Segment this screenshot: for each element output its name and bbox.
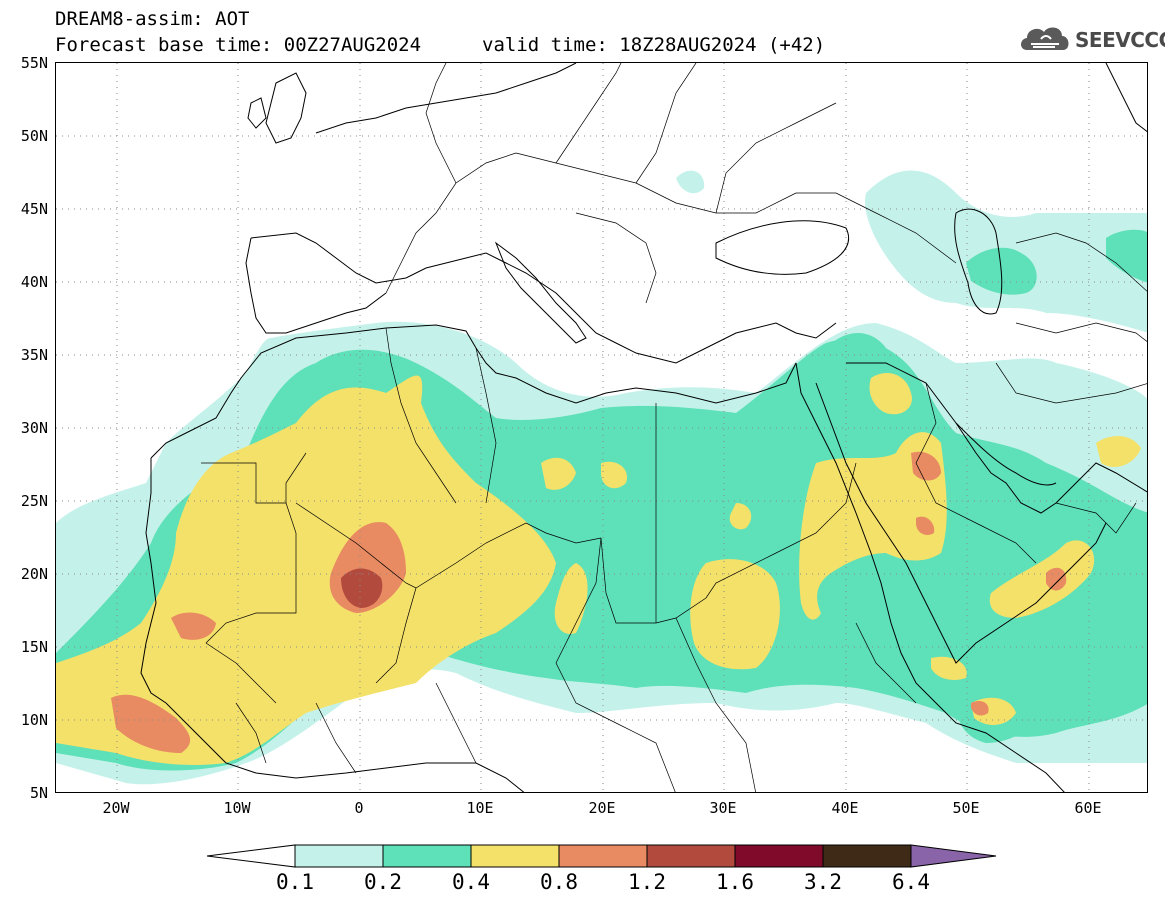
colorbar-label: 0.4 [452, 870, 490, 894]
lon-label: 60E [1074, 799, 1102, 817]
lat-label: 30N [20, 419, 48, 437]
cloud-icon [1021, 27, 1069, 50]
colorbar-label: 0.8 [540, 870, 578, 894]
lat-label: 35N [20, 346, 48, 364]
colorbar-bin [558, 844, 648, 868]
lat-label: 40N [20, 273, 48, 291]
colorbar-bin [734, 844, 824, 868]
aot-map [56, 63, 1147, 792]
logo-text: SEEVCCC [1075, 28, 1165, 52]
lon-label: 50E [952, 799, 980, 817]
colorbar-bin [382, 844, 472, 868]
lon-label: 20W [102, 799, 130, 817]
lon-label: 30E [709, 799, 737, 817]
lat-label: 55N [20, 54, 48, 72]
map-title: DREAM8-assim: AOT [55, 8, 250, 30]
colorbar-label: 1.6 [716, 870, 754, 894]
colorbar-bin [646, 844, 736, 868]
graticule [56, 63, 1147, 792]
lon-label: 10W [223, 799, 251, 817]
colorbar-bin [822, 844, 912, 868]
colorbar-bin [470, 844, 560, 868]
country-borders [201, 63, 1147, 792]
colorbar-bin [207, 844, 296, 868]
lat-label: 5N [29, 784, 48, 802]
coastlines [140, 63, 1147, 792]
lon-label: 40E [831, 799, 859, 817]
colorbar-label: 6.4 [892, 870, 930, 894]
lat-label: 10N [20, 711, 48, 729]
colorbar-label: 1.2 [628, 870, 666, 894]
map-panel [55, 62, 1148, 793]
colorbar-label: 0.1 [276, 870, 314, 894]
colorbar-label: 3.2 [804, 870, 842, 894]
colorbar-bin [910, 844, 997, 868]
colorbar-bin [294, 844, 384, 868]
lat-label: 45N [20, 200, 48, 218]
lat-label: 20N [20, 565, 48, 583]
colorbar-label: 0.2 [364, 870, 402, 894]
colorbar [207, 844, 997, 868]
lon-label: 20E [588, 799, 616, 817]
lon-label: 0 [354, 799, 364, 817]
forecast-base-time: Forecast base time: 00Z27AUG2024 [55, 34, 422, 56]
lat-label: 25N [20, 492, 48, 510]
lon-label: 10E [466, 799, 494, 817]
lat-label: 50N [20, 127, 48, 145]
aot-layer-1-2 [341, 568, 383, 608]
seevccc-logo: SEEVCCC [1017, 22, 1165, 58]
lat-label: 15N [20, 638, 48, 656]
valid-time: valid time: 18Z28AUG2024 (+42) [482, 34, 826, 56]
